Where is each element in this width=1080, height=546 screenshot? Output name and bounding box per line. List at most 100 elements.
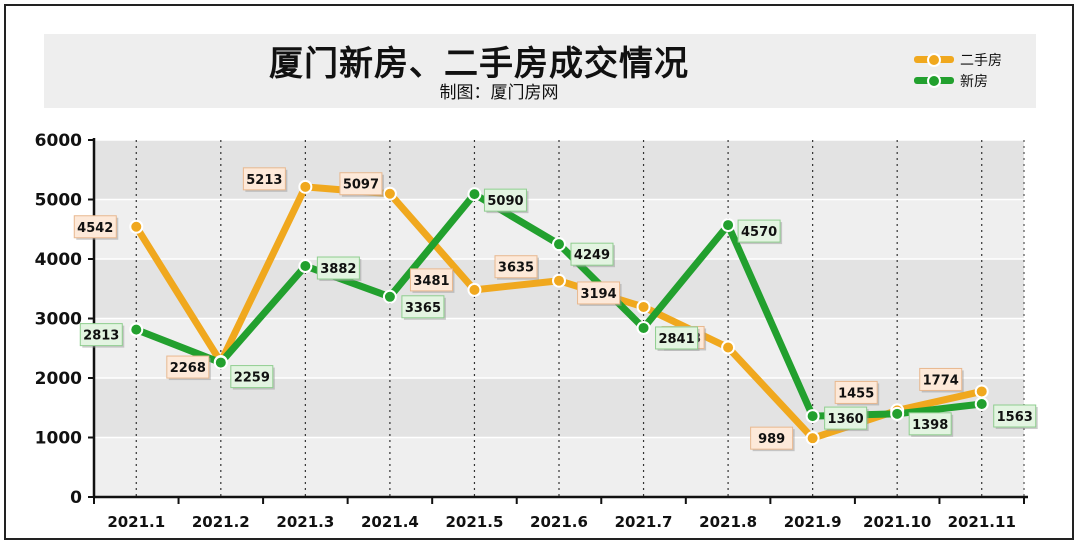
x-tick-label: 2021.10 (863, 513, 931, 531)
data-label-box (73, 215, 117, 239)
chart-title: 厦门新房、二手房成交情况 (269, 44, 689, 84)
data-point-0 (298, 179, 313, 194)
data-point-1 (721, 218, 736, 233)
chart-header: 厦门新房、二手房成交情况 制图：厦门房网 二手房 新房 (44, 34, 1036, 108)
y-tick-label: 4000 (35, 250, 82, 270)
data-label-1: 5090 (483, 188, 529, 214)
data-point-1 (636, 320, 651, 335)
data-label-0: 4542 (73, 215, 119, 240)
data-label-text: 989 (758, 432, 785, 447)
data-label-box (570, 242, 614, 266)
data-label-0: 3635 (494, 255, 539, 280)
data-label-box (655, 326, 699, 350)
data-label-1: 4570 (737, 219, 783, 245)
data-label-0: 5097 (339, 172, 384, 197)
data-label-box (409, 268, 453, 292)
data-label-0: 989 (750, 426, 795, 452)
data-label-text: 1563 (997, 410, 1033, 425)
data-label-1: 3365 (401, 295, 446, 320)
x-tick-label: 2021.7 (615, 513, 673, 531)
data-label-text: 2841 (658, 332, 694, 347)
data-label-text: 2813 (83, 329, 119, 344)
data-label-0: 2268 (166, 355, 211, 381)
data-label-text: 3481 (413, 274, 449, 289)
data-point-1 (974, 397, 989, 412)
data-label-box (242, 167, 286, 191)
data-point-0 (552, 273, 566, 288)
data-label-text: 4542 (77, 221, 113, 236)
data-point-1 (213, 355, 228, 370)
data-label-text: 3635 (498, 261, 534, 276)
data-label-1: 3882 (316, 256, 362, 282)
data-label-box (993, 404, 1037, 428)
legend-dot-resale-icon (927, 53, 941, 67)
data-label-text: 5213 (246, 173, 282, 188)
legend-label-resale: 二手房 (960, 53, 1002, 69)
data-label-1: 1360 (824, 406, 869, 432)
data-label-box (401, 295, 445, 319)
data-point-1 (552, 237, 566, 252)
data-label-0: 5213 (242, 167, 288, 192)
data-label-box (316, 256, 360, 280)
data-label-box (577, 281, 621, 305)
data-point-1 (298, 259, 313, 274)
data-label-0: 3194 (577, 281, 622, 306)
data-label-box (908, 412, 952, 436)
y-tick-label: 5000 (35, 191, 82, 211)
data-label-text: 4570 (741, 225, 777, 240)
data-label-box (919, 367, 963, 391)
x-tick-label: 2021.1 (107, 513, 165, 531)
data-label-box (230, 365, 274, 389)
data-point-0 (129, 219, 144, 234)
y-tick-label: 3000 (35, 310, 82, 330)
data-label-box (79, 323, 123, 347)
data-label-0: 1455 (834, 380, 880, 406)
data-label-box (339, 172, 383, 196)
data-label-text: 2259 (234, 371, 270, 386)
data-label-0: 1774 (919, 367, 964, 393)
data-label-text: 1398 (912, 418, 948, 433)
data-label-text: 4249 (574, 248, 610, 263)
x-tick-label: 2021.2 (192, 513, 250, 531)
y-tick-label: 0 (70, 488, 82, 508)
data-point-0 (636, 299, 651, 314)
data-point-0 (974, 384, 989, 399)
data-label-text: 1455 (838, 386, 874, 401)
data-label-box (483, 188, 527, 212)
x-tick-label: 2021.6 (530, 513, 588, 531)
data-label-0: 3481 (409, 268, 455, 293)
data-label-box (834, 380, 878, 404)
x-tick-label: 2021.3 (276, 513, 334, 531)
x-tick-label: 2021.4 (361, 513, 419, 531)
x-tick-label: 2021.8 (699, 513, 757, 531)
data-label-box (750, 426, 794, 450)
data-point-1 (805, 409, 820, 424)
data-point-0 (467, 282, 482, 297)
data-point-1 (129, 322, 144, 337)
data-point-1 (467, 187, 482, 202)
data-label-text: 5090 (487, 194, 523, 209)
data-label-box (824, 406, 868, 430)
y-tick-label: 2000 (35, 369, 82, 389)
data-label-text: 1360 (828, 412, 864, 427)
data-label-1: 2259 (230, 365, 275, 390)
data-label-1: 1563 (993, 404, 1038, 430)
data-label-1: 2813 (79, 323, 125, 348)
x-tick-label: 2021.9 (784, 513, 842, 531)
data-label-text: 3194 (580, 287, 616, 302)
data-label-text: 1774 (923, 373, 959, 388)
data-label-1: 4249 (570, 242, 615, 268)
plot-band (94, 140, 1024, 200)
chart-subtitle: 制图：厦门房网 (439, 83, 559, 103)
data-point-0 (721, 340, 736, 355)
data-label-text: 3365 (405, 301, 441, 316)
data-label-text: 5097 (343, 178, 379, 193)
data-point-0 (382, 186, 397, 201)
data-label-box (166, 355, 210, 379)
legend-label-new: 新房 (960, 74, 988, 90)
data-label-box (737, 219, 781, 243)
y-tick-label: 1000 (35, 429, 82, 449)
data-label-text: 2268 (170, 361, 206, 376)
legend-dot-new-icon (927, 74, 941, 88)
